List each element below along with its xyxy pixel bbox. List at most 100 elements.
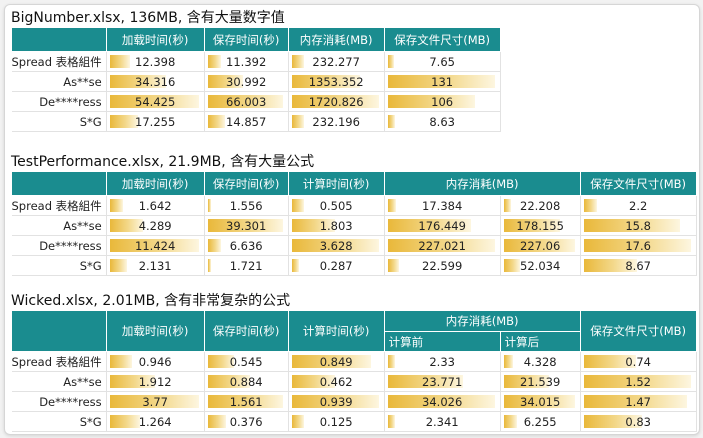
data-cell: 21.539 (500, 371, 581, 392)
data-cell: 11.392 (204, 51, 289, 72)
data-cell: 30.992 (204, 71, 289, 92)
cell-value: 7.65 (429, 54, 455, 69)
column-header: 保存文件尺寸(MB) (383, 27, 501, 52)
value-bar (291, 395, 379, 408)
cell-value: 21.539 (520, 374, 561, 389)
cell-value: 131 (431, 74, 454, 89)
benchmark-table: 加载时间(秒) 保存时间(秒) 计算时间(秒) 内存消耗(MB) 保存文件尺寸(… (11, 310, 697, 432)
value-bar (291, 239, 379, 252)
data-cell: 6.255 (500, 411, 581, 432)
cell-value: 227.021 (418, 238, 466, 253)
cell-value: 0.849 (319, 354, 353, 369)
value-bar (503, 239, 575, 252)
data-cell: 17.255 (106, 111, 205, 132)
cell-value: 0.125 (319, 414, 353, 429)
value-bar (109, 395, 199, 408)
subcolumn-header: 计算前 (383, 331, 501, 352)
value-bar (583, 395, 687, 408)
data-cell: 0.83 (580, 411, 697, 432)
cell-value: 176.449 (418, 218, 466, 233)
cell-value: 34.316 (135, 74, 176, 89)
cell-value: 17.384 (422, 198, 463, 213)
column-header: 计算时间(秒) (287, 310, 385, 352)
cell-value: 232.196 (312, 114, 360, 129)
cell-value: 3.628 (319, 238, 353, 253)
value-bar (583, 415, 642, 428)
value-bar (583, 199, 597, 212)
column-header: 加载时间(秒) (105, 310, 205, 352)
value-bar (503, 415, 517, 428)
data-cell: 4.328 (500, 351, 581, 372)
data-cell: 232.277 (288, 51, 385, 72)
value-bar (109, 219, 143, 232)
value-bar (207, 115, 225, 128)
value-bar (291, 95, 379, 108)
cell-value: 6.636 (229, 238, 263, 253)
data-cell: 1.556 (204, 195, 289, 216)
cell-value: 54.425 (135, 94, 176, 109)
data-cell: 1.642 (106, 195, 205, 216)
value-bar (387, 219, 471, 232)
cell-value: 0.74 (625, 354, 651, 369)
value-bar (109, 355, 132, 368)
value-bar (291, 75, 360, 88)
cell-value: 1.803 (319, 218, 353, 233)
section-wicked: Wicked.xlsx, 2.01MB, 含有非常复杂的公式 加载时间(秒) 保… (11, 292, 697, 432)
cell-value: 2.2 (629, 198, 648, 213)
data-cell: 0.545 (204, 351, 289, 372)
value-bar (291, 355, 371, 368)
data-cell: 39.301 (204, 215, 289, 236)
row-label: S*G (11, 255, 107, 276)
cell-value: 1.556 (229, 198, 263, 213)
value-bar (207, 415, 226, 428)
data-cell: 227.021 (384, 235, 501, 256)
table-title: TestPerformance.xlsx, 21.9MB, 含有大量公式 (11, 154, 315, 170)
cell-value: 2.341 (425, 414, 459, 429)
table-row: As**se 4.289 39.301 1.803 176.449 178.15… (11, 215, 697, 236)
value-bar (583, 375, 691, 388)
value-bar (503, 219, 560, 232)
cell-value: 227.06 (520, 238, 561, 253)
cell-value: 52.034 (520, 258, 561, 273)
data-cell: 23.771 (384, 371, 501, 392)
cell-value: 0.505 (319, 198, 353, 213)
cell-value: 66.003 (226, 94, 267, 109)
cell-value: 1.642 (138, 198, 172, 213)
data-cell: 0.946 (106, 351, 205, 372)
data-cell: 17.6 (580, 235, 697, 256)
cell-value: 2.131 (138, 258, 172, 273)
cell-value: 15.8 (625, 218, 651, 233)
row-label: Spread 表格組件 (11, 51, 107, 72)
cell-value: 1.561 (229, 394, 263, 409)
section-bignumber: BigNumber.xlsx, 136MB, 含有大量数字值 加载时间(秒) 保… (11, 9, 501, 132)
data-cell: 34.026 (384, 391, 501, 412)
value-bar (109, 415, 140, 428)
column-header: 内存消耗(MB) (287, 27, 385, 52)
data-cell: 2.131 (106, 255, 205, 276)
row-label: S*G (11, 411, 107, 432)
column-header: 内存消耗(MB) (383, 171, 581, 196)
cell-value: 232.277 (312, 54, 360, 69)
value-bar (503, 199, 511, 212)
cell-value: 0.462 (319, 374, 353, 389)
data-cell: 227.06 (500, 235, 581, 256)
value-bar (583, 355, 636, 368)
table-row: As**se 34.316 30.992 1353.352 131 (11, 71, 501, 92)
value-bar (109, 259, 127, 272)
value-bar (291, 259, 299, 272)
value-bar (387, 375, 463, 388)
value-bar (207, 239, 221, 252)
value-bar (207, 219, 283, 232)
data-cell: 1.47 (580, 391, 697, 412)
row-label: As**se (11, 215, 107, 236)
data-cell: 178.155 (500, 215, 581, 236)
cell-value: 4.289 (138, 218, 172, 233)
row-label: De****ress (11, 391, 107, 412)
row-label: As**se (11, 371, 107, 392)
table-title: Wicked.xlsx, 2.01MB, 含有非常复杂的公式 (11, 293, 291, 309)
column-header: 内存消耗(MB) (383, 310, 581, 332)
cell-value: 14.857 (226, 114, 267, 129)
cell-value: 39.301 (226, 218, 267, 233)
row-label: S*G (11, 111, 107, 132)
subcolumn-header: 计算后 (499, 331, 581, 352)
